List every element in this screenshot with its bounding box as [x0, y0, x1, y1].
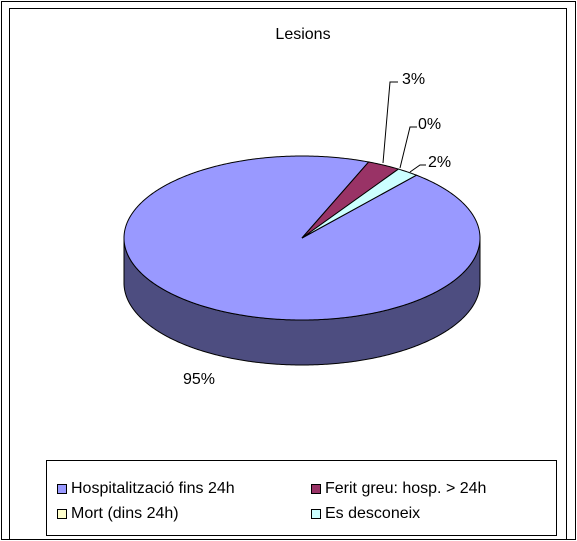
pie-slice: [301, 161, 400, 239]
legend-swatch: [57, 484, 67, 494]
leader-line: [409, 164, 426, 173]
legend: [46, 460, 557, 536]
leader-line: [399, 126, 417, 169]
legend-label: Hospitalització fins 24h: [71, 480, 235, 497]
chart-title: Lesions: [275, 26, 330, 43]
chart-area: [9, 8, 567, 540]
data-label: 2%: [428, 154, 451, 171]
leader-line: [382, 81, 398, 164]
legend-swatch: [311, 509, 321, 519]
data-label: 3%: [402, 71, 425, 88]
data-label: 0%: [418, 116, 441, 133]
data-label: 95%: [183, 371, 215, 388]
legend-swatch: [57, 509, 67, 519]
legend-label: Es desconeix: [325, 505, 420, 522]
legend-label: Mort (dins 24h): [71, 505, 179, 522]
legend-swatch: [311, 484, 321, 494]
pie-slice: [301, 168, 418, 239]
legend-label: Ferit greu: hosp. > 24h: [325, 480, 486, 497]
